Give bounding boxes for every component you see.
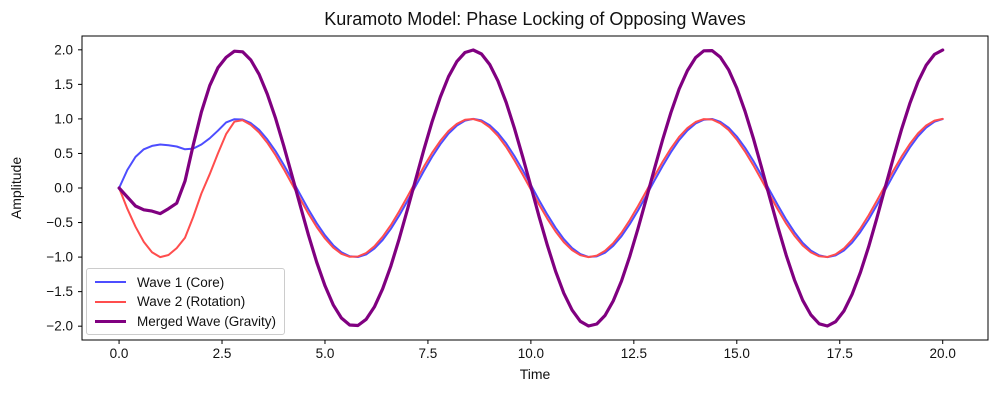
x-tick-label: 0.0 bbox=[110, 346, 129, 361]
legend-label-wave2: Wave 2 (Rotation) bbox=[137, 294, 246, 309]
legend-line-wave1-icon bbox=[95, 281, 126, 283]
x-tick-label: 15.0 bbox=[724, 346, 750, 361]
legend-label-wave1: Wave 1 (Core) bbox=[137, 274, 225, 290]
y-tick-label: 1.5 bbox=[54, 77, 73, 92]
x-tick-label: 5.0 bbox=[316, 346, 335, 361]
legend-item-wave1: Wave 1 (Core) bbox=[95, 275, 276, 290]
chart-title: Kuramoto Model: Phase Locking of Opposin… bbox=[324, 9, 746, 29]
x-tick-label: 12.5 bbox=[621, 346, 647, 361]
y-axis-label: Amplitude bbox=[8, 156, 24, 220]
y-tick-label: 2.0 bbox=[54, 42, 73, 57]
legend-line-wave2-icon bbox=[95, 300, 126, 303]
y-tick-label: 0.5 bbox=[54, 146, 73, 161]
x-tick-label: 17.5 bbox=[827, 346, 853, 361]
x-tick-label: 10.0 bbox=[518, 346, 544, 361]
legend: Wave 1 (Core) Wave 2 (Rotation) Merged W… bbox=[86, 268, 285, 335]
legend-label-merged: Merged Wave (Gravity) bbox=[137, 313, 277, 329]
legend-item-merged: Merged Wave (Gravity) bbox=[95, 314, 276, 329]
x-tick-label: 20.0 bbox=[930, 346, 956, 361]
x-axis-label: Time bbox=[519, 366, 551, 382]
x-tick-label: 7.5 bbox=[419, 346, 438, 361]
x-axis-ticks: 0.0 2.5 5.0 7.5 10.0 12.5 15.0 17.5 20.0 bbox=[110, 340, 956, 361]
y-tick-label: −2.0 bbox=[46, 319, 73, 334]
y-tick-label: 1.0 bbox=[54, 111, 73, 126]
y-axis-ticks: −2.0 −1.5 −1.0 −0.5 0.0 0.5 1.0 1.5 2.0 bbox=[46, 42, 82, 334]
y-tick-label: −1.0 bbox=[46, 250, 73, 265]
x-tick-label: 2.5 bbox=[213, 346, 232, 361]
y-tick-label: −0.5 bbox=[46, 215, 73, 230]
legend-line-merged-icon bbox=[95, 319, 126, 323]
y-tick-label: 0.0 bbox=[54, 181, 73, 196]
y-tick-label: −1.5 bbox=[46, 284, 73, 299]
series-line-2 bbox=[117, 48, 945, 328]
legend-item-wave2: Wave 2 (Rotation) bbox=[95, 294, 276, 309]
